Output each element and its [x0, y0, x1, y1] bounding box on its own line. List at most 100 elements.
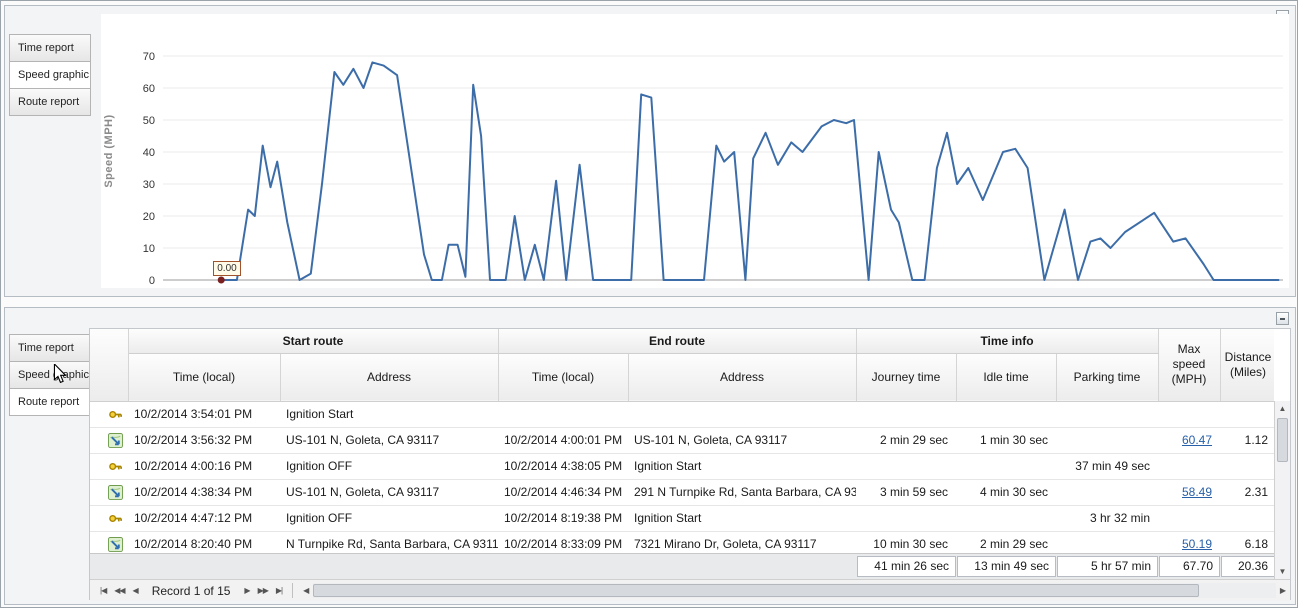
max-speed-link[interactable]: 58.49 — [1181, 485, 1213, 499]
start-time-cell: 10/2/2014 4:00:16 PM — [128, 453, 280, 480]
distance-label-line1: Distance — [1224, 349, 1272, 364]
start-address-cell: Ignition OFF — [280, 453, 498, 480]
chart-annotation: 0.00 — [213, 261, 241, 276]
col-header-end-address[interactable]: Address — [628, 353, 857, 402]
idle-time-cell — [956, 453, 1056, 480]
end-address-cell: 7321 Mirano Dr, Goleta, CA 93117 — [628, 531, 856, 553]
max-speed-link[interactable]: 50.19 — [1181, 537, 1213, 551]
start-address-cell: Ignition OFF — [280, 505, 498, 532]
max-speed-cell — [1158, 453, 1221, 480]
table-row[interactable]: 10/2/2014 4:47:12 PM Ignition OFF 10/2/201… — [90, 505, 1274, 532]
collapse-button-bottom[interactable] — [1276, 312, 1289, 325]
scroll-left-icon[interactable]: ◀ — [303, 586, 310, 595]
distance-label-line2: (Miles) — [1230, 364, 1267, 379]
svg-text:0: 0 — [149, 275, 155, 287]
col-group-time-info: Time info — [856, 329, 1159, 354]
last-record-button[interactable]: ▶| — [275, 585, 283, 595]
svg-text:10: 10 — [143, 243, 155, 255]
svg-text:40: 40 — [143, 147, 155, 159]
horizontal-scroll-thumb[interactable] — [313, 584, 1199, 597]
route-icon — [102, 427, 128, 454]
start-time-cell: 10/2/2014 3:56:32 PM — [128, 427, 280, 454]
tab-speed-graphic[interactable]: Speed graphic — [9, 61, 91, 89]
row-indicator — [90, 505, 102, 532]
max-speed-cell — [1158, 401, 1221, 428]
row-indicator — [90, 401, 102, 428]
max-speed-link[interactable]: 60.47 — [1181, 433, 1213, 447]
horizontal-scroll-track[interactable] — [313, 583, 1276, 598]
table-row[interactable]: 10/2/2014 8:20:40 PM N Turnpike Rd, Santa… — [90, 531, 1274, 553]
table-row[interactable]: 10/2/2014 4:00:16 PM Ignition OFF 10/2/201… — [90, 453, 1274, 480]
speed-chart: Speed (MPH) 0 10 20 30 40 50 60 70 0.00 — [101, 14, 1289, 288]
prev-record-button[interactable]: ◀ — [132, 585, 139, 595]
tab-route-report[interactable]: Route report — [9, 88, 91, 116]
table-row[interactable]: 10/2/2014 3:54:01 PM Ignition Start — [90, 401, 1274, 428]
end-address-cell: US-101 N, Goleta, CA 93117 — [628, 427, 856, 454]
speed-line-chart: 0 10 20 30 40 50 60 70 — [143, 51, 1283, 287]
next-record-button[interactable]: ▶ — [244, 585, 250, 595]
row-indicator — [90, 427, 102, 454]
idle-time-cell: 2 min 29 sec — [956, 531, 1056, 553]
max-speed-cell[interactable]: 60.47 — [1158, 427, 1221, 454]
col-header-distance[interactable]: Distance (Miles) — [1220, 329, 1274, 402]
vertical-scroll-thumb[interactable] — [1277, 418, 1288, 462]
start-address-cell: Ignition Start — [280, 401, 498, 428]
start-time-cell: 10/2/2014 4:47:12 PM — [128, 505, 280, 532]
end-time-cell — [498, 401, 628, 428]
tab-time-report[interactable]: Time report — [9, 34, 91, 62]
max-speed-cell[interactable]: 58.49 — [1158, 479, 1221, 506]
route-icon — [102, 479, 128, 506]
horizontal-scrollbar[interactable]: ◀ ▶ — [299, 582, 1290, 599]
grid-viewport: Start route End route Time info Max spee… — [90, 329, 1274, 553]
start-time-cell: 10/2/2014 8:20:40 PM — [128, 531, 280, 553]
max-speed-cell[interactable]: 50.19 — [1158, 531, 1221, 553]
svg-text:60: 60 — [143, 83, 155, 95]
prev-page-button[interactable]: ◀◀ — [114, 585, 125, 595]
start-time-cell: 10/2/2014 4:38:34 PM — [128, 479, 280, 506]
journey-time-cell: 2 min 29 sec — [856, 427, 956, 454]
col-header-max-speed[interactable]: Max speed (MPH) — [1158, 329, 1221, 402]
table-row[interactable]: 10/2/2014 3:56:32 PM US-101 N, Goleta, CA… — [90, 427, 1274, 454]
end-address-cell: 291 N Turnpike Rd, Santa Barbara, CA 931… — [628, 479, 856, 506]
journey-time-cell — [856, 453, 956, 480]
tab-route-report[interactable]: Route report — [9, 388, 91, 416]
col-header-idle-time[interactable]: Idle time — [956, 353, 1057, 402]
mouse-cursor-icon — [53, 364, 67, 384]
scroll-right-icon[interactable]: ▶ — [1279, 586, 1286, 595]
parking-time-cell — [1056, 531, 1159, 553]
col-header-start-time[interactable]: Time (local) — [128, 353, 281, 402]
tab-speed-graphic[interactable]: Speed graphic — [9, 361, 91, 389]
scroll-up-icon[interactable]: ▲ — [1278, 404, 1287, 413]
end-address-cell: Ignition Start — [628, 505, 856, 532]
row-indicator — [90, 453, 102, 480]
distance-cell — [1220, 401, 1274, 428]
first-record-button[interactable]: |◀ — [100, 585, 107, 595]
bottom-sidebar: Time report Speed graphic Route report — [9, 334, 91, 416]
journey-time-cell — [856, 505, 956, 532]
idle-time-cell — [956, 401, 1056, 428]
start-time-cell: 10/2/2014 3:54:01 PM — [128, 401, 280, 428]
vertical-scrollbar[interactable]: ▲ ▼ — [1274, 401, 1290, 579]
col-header-end-time[interactable]: Time (local) — [498, 353, 629, 402]
col-header-journey-time[interactable]: Journey time — [856, 353, 957, 402]
table-row[interactable]: 10/2/2014 4:38:34 PM US-101 N, Goleta, CA… — [90, 479, 1274, 506]
svg-text:30: 30 — [143, 179, 155, 191]
journey-time-cell — [856, 401, 956, 428]
tab-time-report[interactable]: Time report — [9, 334, 91, 362]
speed-graphic-panel: Time report Speed graphic Route report S… — [4, 5, 1296, 297]
start-address-cell: US-101 N, Goleta, CA 93117 — [280, 427, 498, 454]
distance-cell: 2.31 — [1220, 479, 1274, 506]
col-header-parking-time[interactable]: Parking time — [1056, 353, 1159, 402]
pager-separator — [292, 583, 294, 598]
vertical-scroll-track[interactable] — [1275, 416, 1290, 564]
col-header-start-address[interactable]: Address — [280, 353, 499, 402]
max-speed-cell — [1158, 505, 1221, 532]
next-page-button[interactable]: ▶▶ — [257, 585, 269, 595]
distance-cell: 1.12 — [1220, 427, 1274, 454]
svg-text:70: 70 — [143, 51, 155, 63]
scroll-down-icon[interactable]: ▼ — [1278, 567, 1287, 576]
end-address-cell — [628, 401, 856, 428]
summary-row: 41 min 26 sec 13 min 49 sec 5 hr 57 min … — [90, 553, 1275, 579]
start-address-cell: US-101 N, Goleta, CA 93117 — [280, 479, 498, 506]
